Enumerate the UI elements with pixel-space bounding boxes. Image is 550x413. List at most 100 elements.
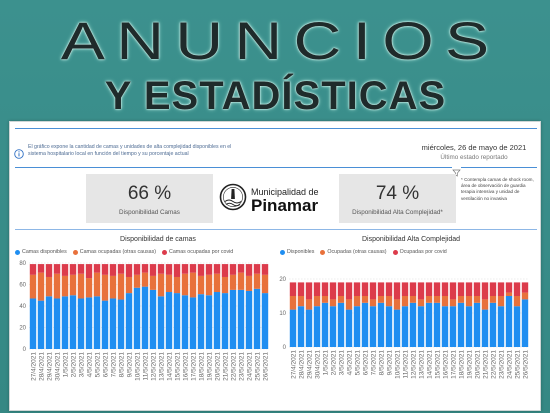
bar-available-segment[interactable] — [425, 302, 433, 347]
bar-occupied-other-segment[interactable] — [361, 296, 369, 303]
bar-available-segment[interactable] — [361, 302, 369, 347]
bar-available-segment[interactable] — [173, 293, 181, 349]
bar-occupied-covid-segment[interactable] — [61, 264, 69, 276]
bar-occupied-other-segment[interactable] — [481, 299, 489, 310]
bar-stack[interactable] — [93, 264, 101, 349]
bar-occupied-covid-segment[interactable] — [481, 282, 489, 300]
bar-available-segment[interactable] — [261, 293, 269, 349]
bar-occupied-other-segment[interactable] — [229, 274, 237, 290]
bar-stack[interactable] — [337, 282, 345, 347]
bar-stack[interactable] — [181, 264, 189, 349]
bar-occupied-covid-segment[interactable] — [409, 282, 417, 296]
legend-item[interactable]: Ocupadas por covid — [392, 249, 447, 256]
bar-occupied-other-segment[interactable] — [489, 296, 497, 303]
bar-available-segment[interactable] — [181, 295, 189, 349]
bar-occupied-covid-segment[interactable] — [37, 264, 45, 273]
bar-occupied-covid-segment[interactable] — [125, 264, 133, 277]
bar-occupied-covid-segment[interactable] — [29, 264, 37, 275]
bar-available-segment[interactable] — [37, 300, 45, 350]
bar-occupied-other-segment[interactable] — [133, 274, 141, 288]
bar-available-segment[interactable] — [441, 306, 449, 347]
bar-stack[interactable] — [261, 264, 269, 349]
bar-stack[interactable] — [457, 282, 465, 347]
bar-stack[interactable] — [497, 282, 505, 347]
bar-occupied-other-segment[interactable] — [45, 276, 53, 297]
bar-available-segment[interactable] — [69, 295, 77, 349]
bar-stack[interactable] — [377, 282, 385, 347]
bar-available-segment[interactable] — [221, 293, 229, 349]
bar-stack[interactable] — [465, 282, 473, 347]
bar-occupied-other-segment[interactable] — [69, 274, 77, 296]
bar-stack[interactable] — [245, 264, 253, 349]
bar-occupied-other-segment[interactable] — [385, 296, 393, 307]
bar-stack[interactable] — [313, 282, 321, 347]
bar-occupied-covid-segment[interactable] — [133, 264, 141, 275]
bar-stack[interactable] — [77, 264, 85, 349]
bar-occupied-other-segment[interactable] — [125, 276, 133, 294]
bar-occupied-covid-segment[interactable] — [229, 264, 237, 275]
bar-occupied-covid-segment[interactable] — [473, 282, 481, 296]
bar-available-segment[interactable] — [473, 302, 481, 347]
bar-stack[interactable] — [481, 282, 489, 347]
bar-stack[interactable] — [37, 264, 45, 350]
bar-occupied-other-segment[interactable] — [457, 296, 465, 303]
bar-available-segment[interactable] — [513, 306, 521, 347]
bar-occupied-covid-segment[interactable] — [77, 264, 85, 274]
bar-occupied-other-segment[interactable] — [197, 275, 205, 295]
bar-stack[interactable] — [321, 282, 329, 347]
bar-stack[interactable] — [425, 282, 433, 347]
bar-occupied-covid-segment[interactable] — [45, 264, 53, 277]
bar-occupied-covid-segment[interactable] — [213, 264, 221, 274]
bar-occupied-covid-segment[interactable] — [401, 282, 409, 296]
bar-occupied-covid-segment[interactable] — [101, 264, 109, 275]
bar-occupied-other-segment[interactable] — [117, 273, 125, 300]
bar-occupied-other-segment[interactable] — [85, 278, 93, 298]
bar-available-segment[interactable] — [133, 287, 141, 349]
bar-occupied-covid-segment[interactable] — [205, 264, 213, 275]
bar-available-segment[interactable] — [289, 309, 297, 347]
bar-available-segment[interactable] — [197, 294, 205, 349]
bar-occupied-covid-segment[interactable] — [505, 282, 513, 293]
bar-occupied-other-segment[interactable] — [37, 272, 45, 301]
bar-occupied-other-segment[interactable] — [505, 292, 513, 296]
bar-available-segment[interactable] — [409, 302, 417, 347]
bar-available-segment[interactable] — [29, 298, 37, 349]
bar-occupied-other-segment[interactable] — [329, 299, 337, 307]
bar-occupied-covid-segment[interactable] — [289, 282, 297, 296]
bar-occupied-other-segment[interactable] — [205, 274, 213, 296]
bar-occupied-other-segment[interactable] — [473, 296, 481, 303]
bar-occupied-covid-segment[interactable] — [173, 264, 181, 277]
bar-stack[interactable] — [149, 264, 157, 350]
bar-occupied-other-segment[interactable] — [189, 272, 197, 298]
bar-occupied-other-segment[interactable] — [213, 273, 221, 293]
bar-occupied-covid-segment[interactable] — [181, 264, 189, 274]
bar-available-segment[interactable] — [345, 309, 353, 347]
bar-occupied-other-segment[interactable] — [165, 274, 173, 293]
bar-occupied-other-segment[interactable] — [173, 276, 181, 294]
bar-available-segment[interactable] — [337, 302, 345, 347]
bar-stack[interactable] — [253, 264, 261, 349]
bar-available-segment[interactable] — [189, 297, 197, 349]
bar-stack[interactable] — [361, 282, 369, 347]
bar-occupied-other-segment[interactable] — [417, 299, 425, 307]
bar-stack[interactable] — [157, 264, 165, 349]
bar-stack[interactable] — [393, 282, 401, 347]
bar-occupied-covid-segment[interactable] — [513, 282, 521, 296]
bar-available-segment[interactable] — [353, 306, 361, 347]
bar-available-segment[interactable] — [149, 289, 157, 350]
bar-occupied-covid-segment[interactable] — [393, 282, 401, 300]
bar-occupied-covid-segment[interactable] — [85, 264, 93, 279]
bar-stack[interactable] — [133, 264, 141, 349]
bar-occupied-other-segment[interactable] — [237, 272, 245, 290]
bar-stack[interactable] — [125, 264, 133, 349]
bar-stack[interactable] — [85, 264, 93, 349]
bar-occupied-covid-segment[interactable] — [297, 282, 305, 296]
bar-occupied-covid-segment[interactable] — [497, 282, 505, 296]
bar-stack[interactable] — [29, 264, 37, 349]
bar-occupied-covid-segment[interactable] — [433, 282, 441, 296]
bar-stack[interactable] — [229, 264, 237, 350]
bar-occupied-other-segment[interactable] — [449, 299, 457, 307]
bar-occupied-covid-segment[interactable] — [345, 282, 353, 300]
bar-stack[interactable] — [173, 264, 181, 349]
bar-occupied-covid-segment[interactable] — [425, 282, 433, 296]
